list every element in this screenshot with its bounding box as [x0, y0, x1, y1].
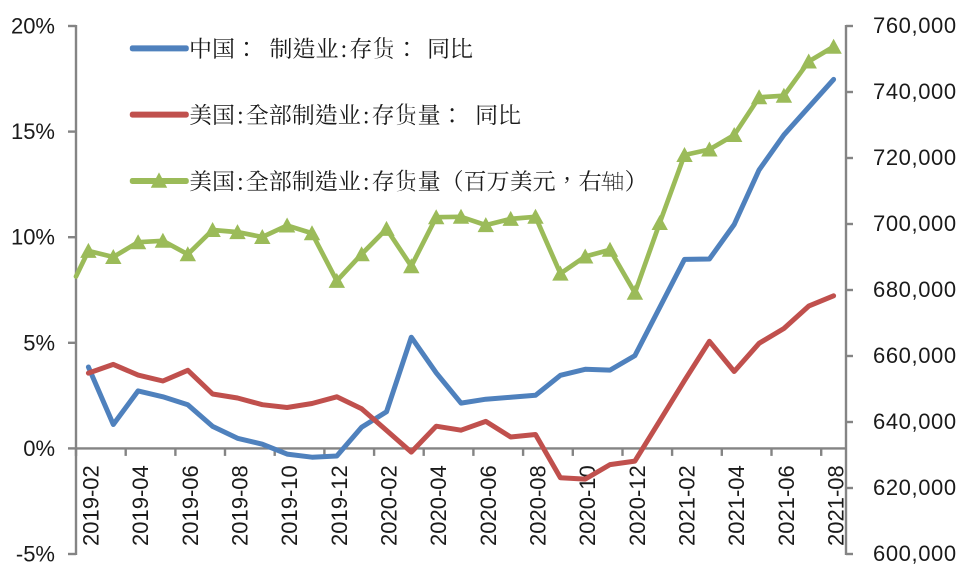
svg-text:600,000: 600,000 [873, 541, 957, 566]
svg-text:15%: 15% [11, 119, 55, 144]
svg-text:660,000: 660,000 [873, 343, 957, 368]
svg-text:2019-06: 2019-06 [178, 465, 203, 546]
svg-text:760,000: 760,000 [873, 13, 957, 38]
svg-text:2019-08: 2019-08 [228, 465, 253, 546]
svg-text:2020-08: 2020-08 [526, 465, 551, 546]
svg-text:2020-04: 2020-04 [426, 465, 451, 546]
svg-text:20%: 20% [11, 14, 55, 39]
svg-text:700,000: 700,000 [873, 211, 957, 236]
svg-text:2020-06: 2020-06 [476, 465, 501, 546]
svg-text:720,000: 720,000 [873, 145, 957, 170]
svg-text:2021-06: 2021-06 [774, 465, 799, 546]
svg-text:2020-02: 2020-02 [377, 465, 402, 546]
svg-text:2021-02: 2021-02 [675, 465, 700, 546]
svg-text:2021-04: 2021-04 [724, 465, 749, 546]
svg-text:680,000: 680,000 [873, 277, 957, 302]
svg-text:740,000: 740,000 [873, 79, 957, 104]
svg-text:2019-02: 2019-02 [78, 465, 103, 546]
svg-text:2019-10: 2019-10 [277, 465, 302, 546]
svg-text:-5%: -5% [16, 542, 55, 567]
svg-text:0%: 0% [23, 436, 55, 461]
svg-text:2019-04: 2019-04 [128, 465, 153, 546]
svg-text:10%: 10% [11, 225, 55, 250]
svg-text:2020-12: 2020-12 [625, 465, 650, 546]
svg-text:2021-08: 2021-08 [824, 465, 849, 546]
svg-text:2019-12: 2019-12 [327, 465, 352, 546]
svg-text:620,000: 620,000 [873, 475, 957, 500]
svg-text:5%: 5% [23, 330, 55, 355]
svg-text:640,000: 640,000 [873, 409, 957, 434]
